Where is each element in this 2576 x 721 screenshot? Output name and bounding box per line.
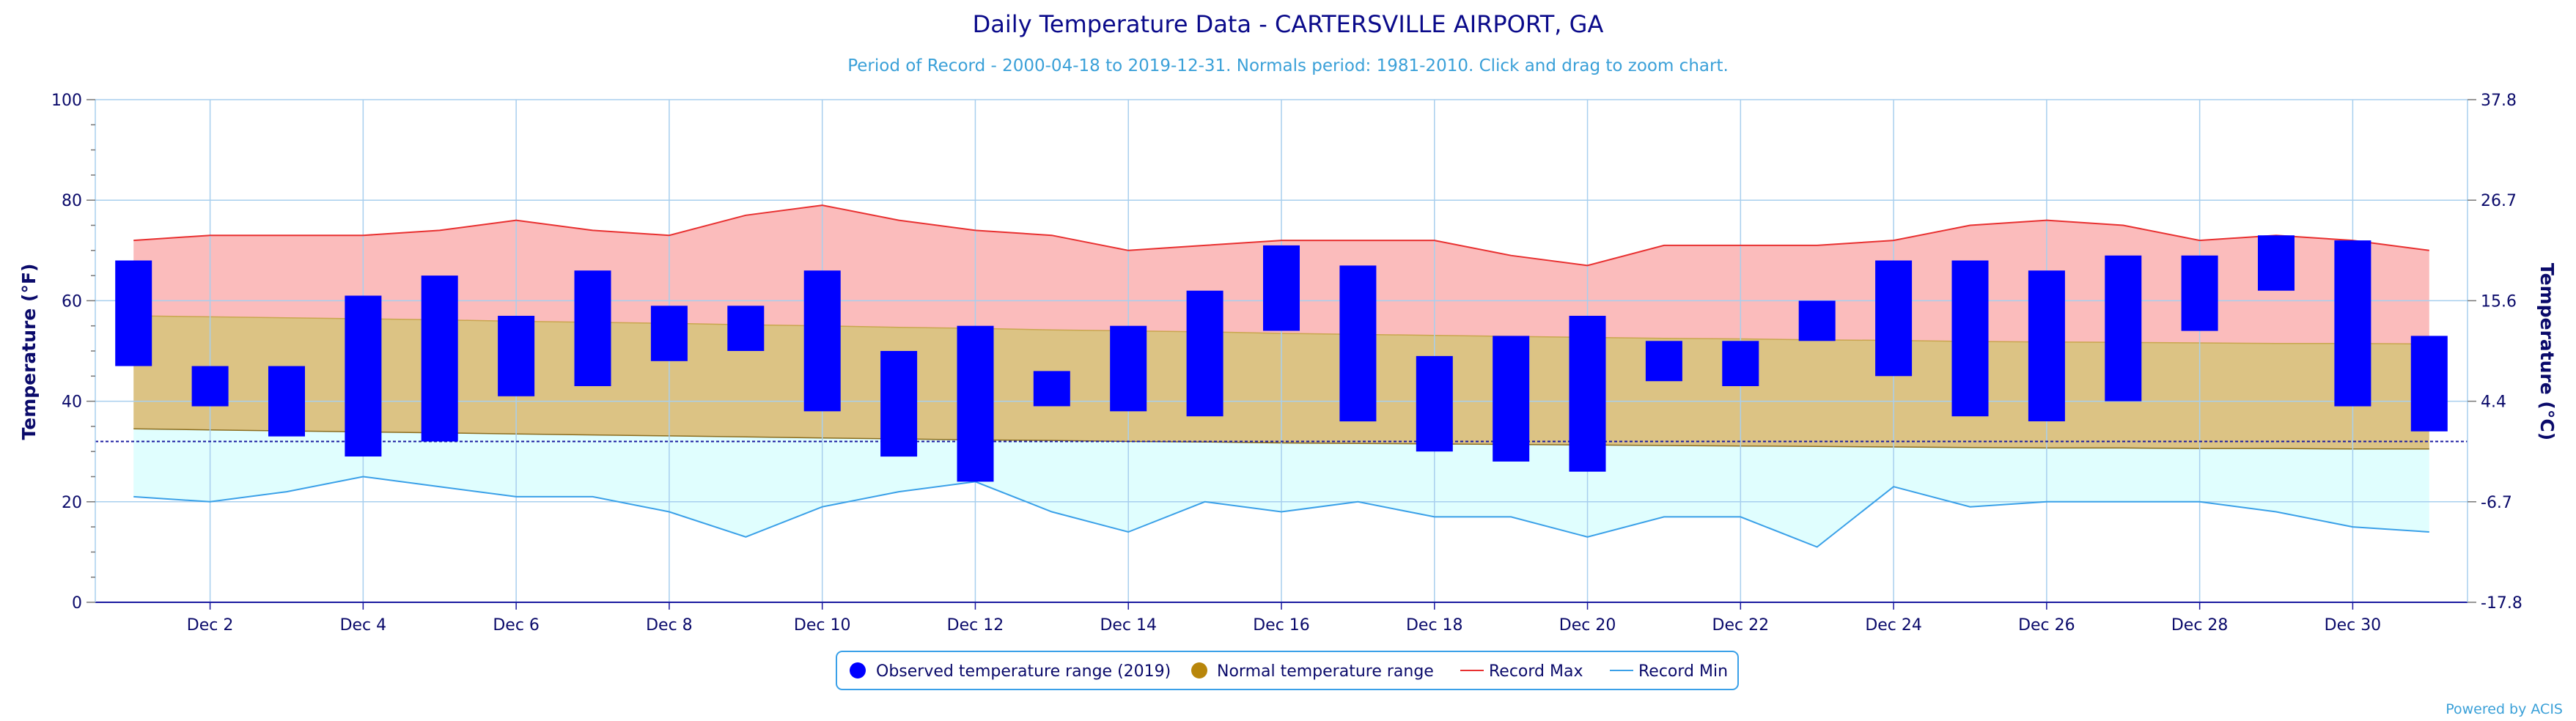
y-tick-label-right: 4.4: [2481, 393, 2506, 412]
observed-bar: [957, 325, 994, 482]
x-tick-label: Dec 26: [2018, 616, 2075, 635]
chart-title: Daily Temperature Data - CARTERSVILLE AI…: [973, 10, 1604, 38]
observed-bar: [1645, 341, 1682, 382]
observed-bar: [268, 366, 305, 437]
observed-bar: [2258, 235, 2295, 291]
observed-bar: [1493, 336, 1530, 462]
x-tick-label: Dec 24: [1865, 616, 1922, 635]
observed-bar: [650, 306, 688, 361]
legend-label-normal[interactable]: Normal temperature range: [1217, 662, 1434, 681]
x-tick-label: Dec 22: [1712, 616, 1770, 635]
observed-bar: [1951, 260, 1989, 417]
observed-bar: [2181, 255, 2218, 331]
axes: 0 20 40 60 80 100 37.8 26.7 15.6 4.4 -6.7 -17.8 Dec …: [51, 92, 2522, 635]
observed-bar: [1875, 260, 1913, 377]
x-tick-label: Dec 4: [340, 616, 387, 635]
observed-bar: [1186, 290, 1223, 417]
x-tick-label: Dec 2: [187, 616, 234, 635]
observed-bar: [727, 306, 765, 351]
legend: Observed temperature range (2019) Normal…: [836, 651, 1739, 690]
x-tick-label: Dec 12: [947, 616, 1004, 635]
range-areas: [133, 205, 2429, 547]
legend-marker-normal[interactable]: [1191, 662, 1207, 679]
observed-bar: [1263, 245, 1300, 331]
legend-marker-observed[interactable]: [850, 662, 866, 679]
x-tick-label: Dec 10: [794, 616, 851, 635]
observed-bar: [345, 295, 382, 456]
legend-label-record-min[interactable]: Record Min: [1638, 662, 1728, 681]
observed-bar: [498, 316, 535, 396]
y-tick-label-left: 100: [51, 92, 82, 110]
observed-bar: [2028, 270, 2065, 421]
y-tick-label-right: -6.7: [2481, 494, 2512, 512]
x-tick-label: Dec 28: [2171, 616, 2229, 635]
observed-bar: [1033, 371, 1070, 407]
record-min-line: [133, 476, 2429, 548]
y-axis-title-right: Temperature (°C): [2536, 263, 2558, 440]
observed-bar: [880, 351, 918, 457]
observed-bar: [1722, 341, 1759, 386]
y-tick-label-left: 80: [62, 192, 82, 210]
y-tick-label-right: -17.8: [2481, 594, 2522, 613]
y-tick-label-right: 15.6: [2481, 292, 2517, 311]
y-tick-label-left: 0: [72, 594, 82, 613]
observed-bar: [1798, 300, 1836, 341]
observed-bar: [574, 270, 611, 386]
observed-bar: [191, 366, 229, 407]
y-tick-label-right: 37.8: [2481, 92, 2517, 110]
x-tick-label: Dec 14: [1100, 616, 1157, 635]
observed-bar: [1416, 355, 1453, 452]
y-tick-label-left: 40: [62, 393, 82, 412]
observed-bar: [803, 270, 841, 412]
observed-bars: [115, 235, 2448, 482]
chart-subtitle: Period of Record - 2000-04-18 to 2019-12…: [847, 56, 1729, 75]
x-tick-label: Dec 20: [1559, 616, 1616, 635]
legend-label-observed[interactable]: Observed temperature range (2019): [876, 662, 1171, 681]
credits-link[interactable]: Powered by ACIS: [2446, 701, 2563, 717]
legend-box: [836, 651, 1739, 690]
record-max-line: [133, 204, 2429, 267]
x-tick-label: Dec 30: [2325, 616, 2382, 635]
y-tick-label-right: 26.7: [2481, 192, 2517, 210]
y-axis-title-left: Temperature (°F): [18, 264, 40, 440]
observed-bar: [1339, 265, 1377, 422]
observed-bar: [2105, 255, 2142, 402]
observed-bar: [2410, 336, 2448, 432]
record-lines: [133, 204, 2429, 548]
observed-bar: [2334, 240, 2371, 407]
y-tick-label-left: 20: [62, 494, 82, 512]
observed-bar: [1110, 325, 1147, 412]
x-tick-label: Dec 16: [1253, 616, 1310, 635]
y-tick-label-left: 60: [62, 292, 82, 311]
x-tick-label: Dec 8: [646, 616, 693, 635]
x-tick-label: Dec 18: [1406, 616, 1463, 635]
legend-label-record-max[interactable]: Record Max: [1489, 662, 1583, 681]
observed-bar: [115, 260, 152, 366]
observed-bar: [1569, 316, 1606, 472]
x-tick-label: Dec 6: [493, 616, 540, 635]
observed-bar: [421, 276, 458, 442]
